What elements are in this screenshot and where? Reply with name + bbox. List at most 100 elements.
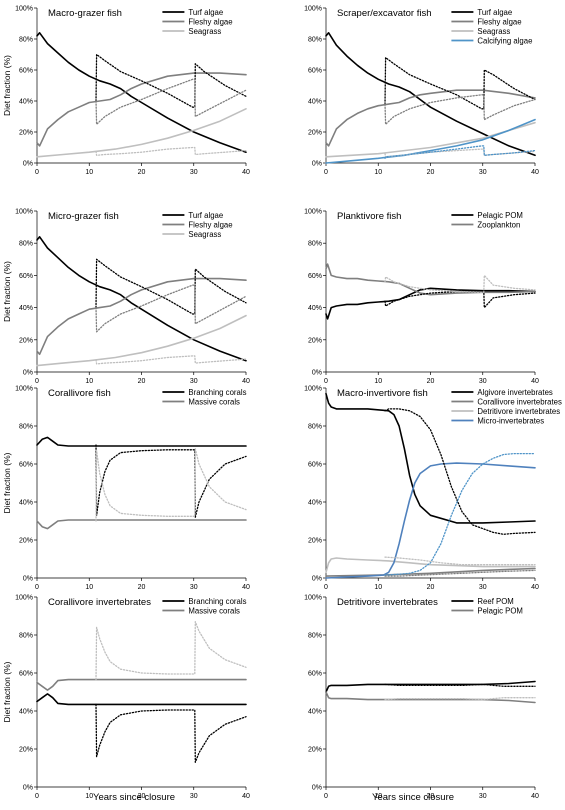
y-tick-label: 60% [308,671,322,678]
y-tick-label: 100% [15,386,33,393]
series-line-dotted-3 [384,290,536,309]
x-tick-label: 10 [374,584,382,591]
y-axis-label: Diet fraction (%) [2,452,12,513]
series-line-dotted-4 [384,274,536,293]
legend-label-branching-corals: Branching corals [188,597,246,606]
x-tick-label: 0 [35,584,39,591]
series-line-dotted-4 [95,53,247,108]
y-tick-label: 0% [23,161,33,168]
y-axis-label: Diet fraction (%) [2,55,12,116]
x-axis-label-right: Years since closure [372,792,455,803]
x-tick-label: 10 [374,378,382,385]
chart-panel-7: 0% 20% 40% 60% 80% 100% 0 10 20 30 40 Diet fraction… [2,595,250,801]
y-tick-label: 40% [19,709,33,716]
x-tick-label: 0 [324,378,328,385]
series-line-dotted-5 [384,408,536,535]
y-tick-label: 40% [308,305,322,312]
y-tick-label: 100% [304,209,322,216]
series-line-massive-corals [36,678,247,691]
y-tick-label: 20% [308,130,322,137]
legend-label-branching-corals: Branching corals [188,388,246,397]
legend-label-fleshy-algae: Fleshy algae [188,17,232,26]
chart-panel-6: 0% 20% 40% 60% 80% 100% 0 10 20 30 40 Macro-inverti… [304,386,562,592]
y-tick-label: 20% [308,337,322,344]
y-tick-label: 20% [19,130,33,137]
x-tick-label: 40 [242,378,250,385]
series-line-dotted-4 [95,448,247,522]
chart-title: Detritivore invertebrates [337,597,438,608]
y-tick-label: 80% [308,424,322,431]
x-tick-label: 10 [374,169,382,176]
y-tick-label: 100% [304,386,322,393]
x-tick-label: 40 [531,378,539,385]
x-tick-label: 0 [324,584,328,591]
series-line-reef-pom [325,680,536,693]
legend-label-corallivore-invertebrates: Corallivore invertebrates [477,397,562,406]
x-tick-label: 10 [374,793,382,800]
chart-title: Macro-invertivore fish [337,388,428,399]
legend-label-turf-algae: Turf algae [188,211,223,220]
legend-label-massive-corals: Massive corals [188,606,240,615]
chart-title: Corallivore fish [48,388,111,399]
series-line-dotted-6 [95,355,247,365]
chart-title: Planktivore fish [337,211,401,222]
series-line-dotted-3 [95,703,247,763]
x-tick-label: 40 [242,169,250,176]
y-tick-label: 100% [304,6,322,13]
legend-label-turf-algae: Turf algae [477,8,512,17]
x-tick-label: 40 [531,584,539,591]
y-tick-label: 0% [312,576,322,583]
x-tick-label: 40 [531,169,539,176]
y-tick-label: 80% [308,633,322,640]
legend-label-turf-algae: Turf algae [188,8,223,17]
x-tick-label: 30 [479,793,487,800]
series-line-branching-corals [36,436,247,447]
chart-panel-4: 0% 20% 40% 60% 80% 100% 0 10 20 30 40 Planktivore f… [304,209,539,386]
x-tick-label: 10 [85,584,93,591]
chart-title: Corallivore invertebrates [48,597,151,608]
series-line-dotted-8 [384,145,536,159]
y-tick-label: 100% [15,595,33,602]
y-tick-label: 60% [19,462,33,469]
y-tick-label: 80% [308,37,322,44]
series-line-massive-corals [36,519,247,530]
legend-label-calcifying-algae: Calcifying algae [477,36,532,45]
chart-panel-1: 0% 20% 40% 60% 80% 100% 0 10 20 30 40 Diet fraction… [2,6,250,177]
y-axis-label: Diet fraction (%) [2,661,12,722]
legend-label-seagrass: Seagrass [188,27,221,36]
x-tick-label: 20 [427,378,435,385]
x-tick-label: 10 [85,793,93,800]
x-tick-label: 30 [190,378,198,385]
series-line-corallivore-invertebrates [325,567,536,577]
x-tick-label: 40 [531,793,539,800]
x-tick-label: 10 [85,169,93,176]
series-line-seagrass [36,108,247,158]
y-tick-label: 60% [308,68,322,75]
legend-label-reef-pom: Reef POM [477,597,513,606]
legend-label-zooplankton: Zooplankton [477,220,520,229]
chart-panel-8: 0% 20% 40% 60% 80% 100% 0 10 20 30 40 Detritivore i… [304,595,539,801]
series-line-fleshy-algae [325,89,536,147]
y-tick-label: 40% [308,500,322,507]
series-line-detritivore-invertebrates [325,557,536,574]
y-tick-label: 80% [19,241,33,248]
y-tick-label: 0% [312,370,322,377]
legend-label-algivore-invertebrates: Algivore invertebrates [477,388,553,397]
series-line-dotted-5 [384,56,536,110]
y-tick-label: 100% [304,595,322,602]
y-tick-label: 20% [19,337,33,344]
x-tick-label: 20 [138,793,146,800]
legend-label-seagrass: Seagrass [188,230,221,239]
y-tick-label: 20% [19,747,33,754]
series-line-pelagic-pom [325,287,536,320]
y-tick-label: 20% [308,538,322,545]
x-tick-label: 20 [427,584,435,591]
y-tick-label: 60% [308,462,322,469]
y-tick-label: 0% [312,161,322,168]
x-tick-label: 30 [190,169,198,176]
series-line-algivore-invertebrates [325,392,536,524]
y-tick-label: 60% [19,68,33,75]
series-line-dotted-5 [95,78,247,125]
legend-label-pelagic-pom: Pelagic POM [477,606,523,615]
